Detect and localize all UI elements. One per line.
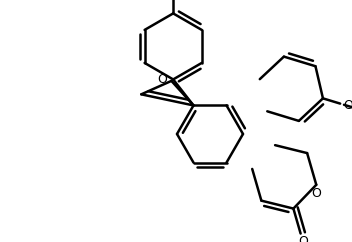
Text: O: O — [343, 99, 352, 113]
Text: O: O — [298, 235, 308, 242]
Text: O: O — [312, 187, 321, 200]
Text: O: O — [157, 73, 167, 86]
